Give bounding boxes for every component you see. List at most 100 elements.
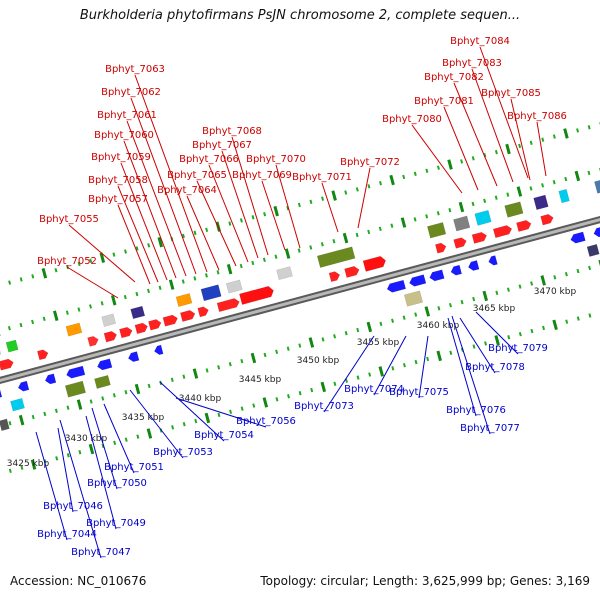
- major-tick: [424, 306, 431, 317]
- gene-feature: [225, 279, 243, 294]
- gene-feature: [316, 246, 356, 268]
- gene-label: Bphyt_7046: [43, 501, 103, 512]
- gene-feature: [0, 388, 3, 398]
- gene-label: Bphyt_7073: [294, 401, 354, 412]
- inner-bottom-dots-tick: [460, 299, 464, 305]
- inner-top-dots: [7, 167, 600, 331]
- gene-feature: [44, 373, 57, 385]
- gene-feature: [328, 271, 341, 283]
- outer-bottom-dots-tick: [426, 356, 430, 362]
- gene-label: Bphyt_7079: [488, 343, 548, 354]
- major-tick: [436, 350, 442, 362]
- gene-label: Bphyt_7049: [86, 518, 146, 529]
- inner-top-dots-tick: [135, 291, 139, 297]
- outer-bottom-dots-tick: [588, 313, 592, 318]
- page-title: Burkholderia phytofirmans PsJN chromosom…: [79, 8, 521, 23]
- major-tick: [378, 366, 384, 377]
- inner-bottom-dots-tick: [576, 268, 580, 274]
- outer-top-dots-tick: [181, 233, 185, 239]
- gene-feature: [429, 269, 445, 282]
- gene-feature: [426, 222, 447, 239]
- outer-top-dots-tick: [460, 159, 464, 164]
- inner-top-dots-tick: [239, 263, 243, 269]
- backbone-line: [0, 218, 600, 382]
- inner-top-dots-tick: [7, 325, 11, 331]
- outer-bottom-dots-tick: [484, 341, 488, 346]
- inner-bottom-dots-tick: [275, 349, 279, 355]
- inner-top-dots-tick: [413, 217, 417, 222]
- gene-leader-line: [130, 97, 197, 275]
- outer-top-dots-tick: [8, 280, 12, 285]
- gene-leader-line: [117, 185, 159, 283]
- inner-top-dots-tick: [332, 239, 336, 244]
- inner-bottom-dots-tick: [298, 343, 302, 348]
- inner-bottom-dots-tick: [553, 275, 557, 280]
- major-tick: [250, 352, 257, 364]
- outer-bottom-dots-tick: [368, 372, 372, 377]
- outer-top-dots-tick: [576, 128, 580, 133]
- gene-feature: [127, 351, 140, 362]
- major-tick: [204, 412, 211, 424]
- gene-feature: [558, 188, 570, 204]
- outer-bottom-dots-tick: [101, 443, 105, 449]
- outer-bottom-dots-tick: [217, 412, 221, 418]
- inner-top-dots-tick: [89, 304, 93, 309]
- outer-bottom-dots-tick: [136, 434, 140, 439]
- outer-top-dots-tick: [309, 199, 313, 205]
- gene-label: Bphyt_7062: [101, 87, 161, 98]
- gene-label: Bphyt_7044: [37, 529, 97, 540]
- inner-top-dots-tick: [19, 322, 23, 328]
- gene-feature: [130, 305, 146, 320]
- outer-bottom-dots-tick: [20, 465, 24, 470]
- major-tick: [18, 414, 25, 426]
- outer-bottom-dots-tick: [229, 409, 233, 414]
- gene-feature: [10, 397, 25, 412]
- major-tick: [76, 399, 83, 410]
- gene-feature: [0, 349, 2, 355]
- inner-top-dots-tick: [123, 294, 127, 300]
- inner-bottom-dots-tick: [112, 393, 116, 398]
- gene-leader-line: [159, 381, 225, 442]
- major-tick: [331, 190, 337, 201]
- inner-bottom-dots-tick: [588, 265, 592, 271]
- gene-leader-line: [453, 82, 498, 187]
- gene-feature: [450, 264, 463, 276]
- outer-top-dots-tick: [355, 187, 359, 192]
- gene-feature: [101, 313, 117, 327]
- outer-top-dots-tick: [124, 249, 127, 254]
- gene-label: Bphyt_7075: [389, 387, 449, 398]
- gene-label: Bphyt_7058: [88, 175, 148, 186]
- outer-bottom-dots-tick: [507, 335, 511, 340]
- gene-label: Bphyt_7071: [292, 172, 352, 183]
- outer-bottom-dots-tick: [182, 422, 186, 427]
- gene-feature: [200, 284, 222, 302]
- gene-label: Bphyt_7054: [194, 430, 254, 441]
- gene-leader-line: [186, 195, 220, 271]
- gene-feature: [197, 306, 209, 318]
- inner-top-dots-tick: [564, 176, 568, 182]
- gene-leader-line: [443, 106, 479, 191]
- gene-feature: [533, 194, 549, 211]
- inner-top-dots-tick: [181, 279, 185, 284]
- outer-top-dots-tick: [193, 230, 197, 236]
- inner-top-dots-tick: [436, 211, 440, 216]
- outer-top-dots-tick: [89, 258, 93, 264]
- gene-feature: [344, 266, 360, 278]
- gene-label: Bphyt_7069: [232, 170, 292, 181]
- major-tick: [284, 248, 291, 259]
- ruler-label: 3425 kbp: [7, 459, 50, 469]
- major-tick: [342, 232, 349, 244]
- gene-feature: [276, 266, 293, 281]
- gene-leader-line: [510, 98, 531, 181]
- inner-top-dots-tick: [494, 195, 498, 200]
- inner-bottom-dots-tick: [506, 287, 510, 292]
- outer-top-dots-tick: [321, 196, 325, 201]
- gene-feature: [453, 237, 467, 249]
- inner-top-dots-tick: [31, 319, 35, 325]
- major-tick: [262, 397, 269, 408]
- stats-label: Topology: circular; Length: 3,625,999 bp…: [260, 574, 590, 588]
- inner-top-dots-tick: [262, 257, 266, 263]
- inner-bottom-dots-tick: [182, 374, 186, 379]
- gene-feature: [134, 322, 148, 335]
- gene-leader-line: [418, 335, 429, 399]
